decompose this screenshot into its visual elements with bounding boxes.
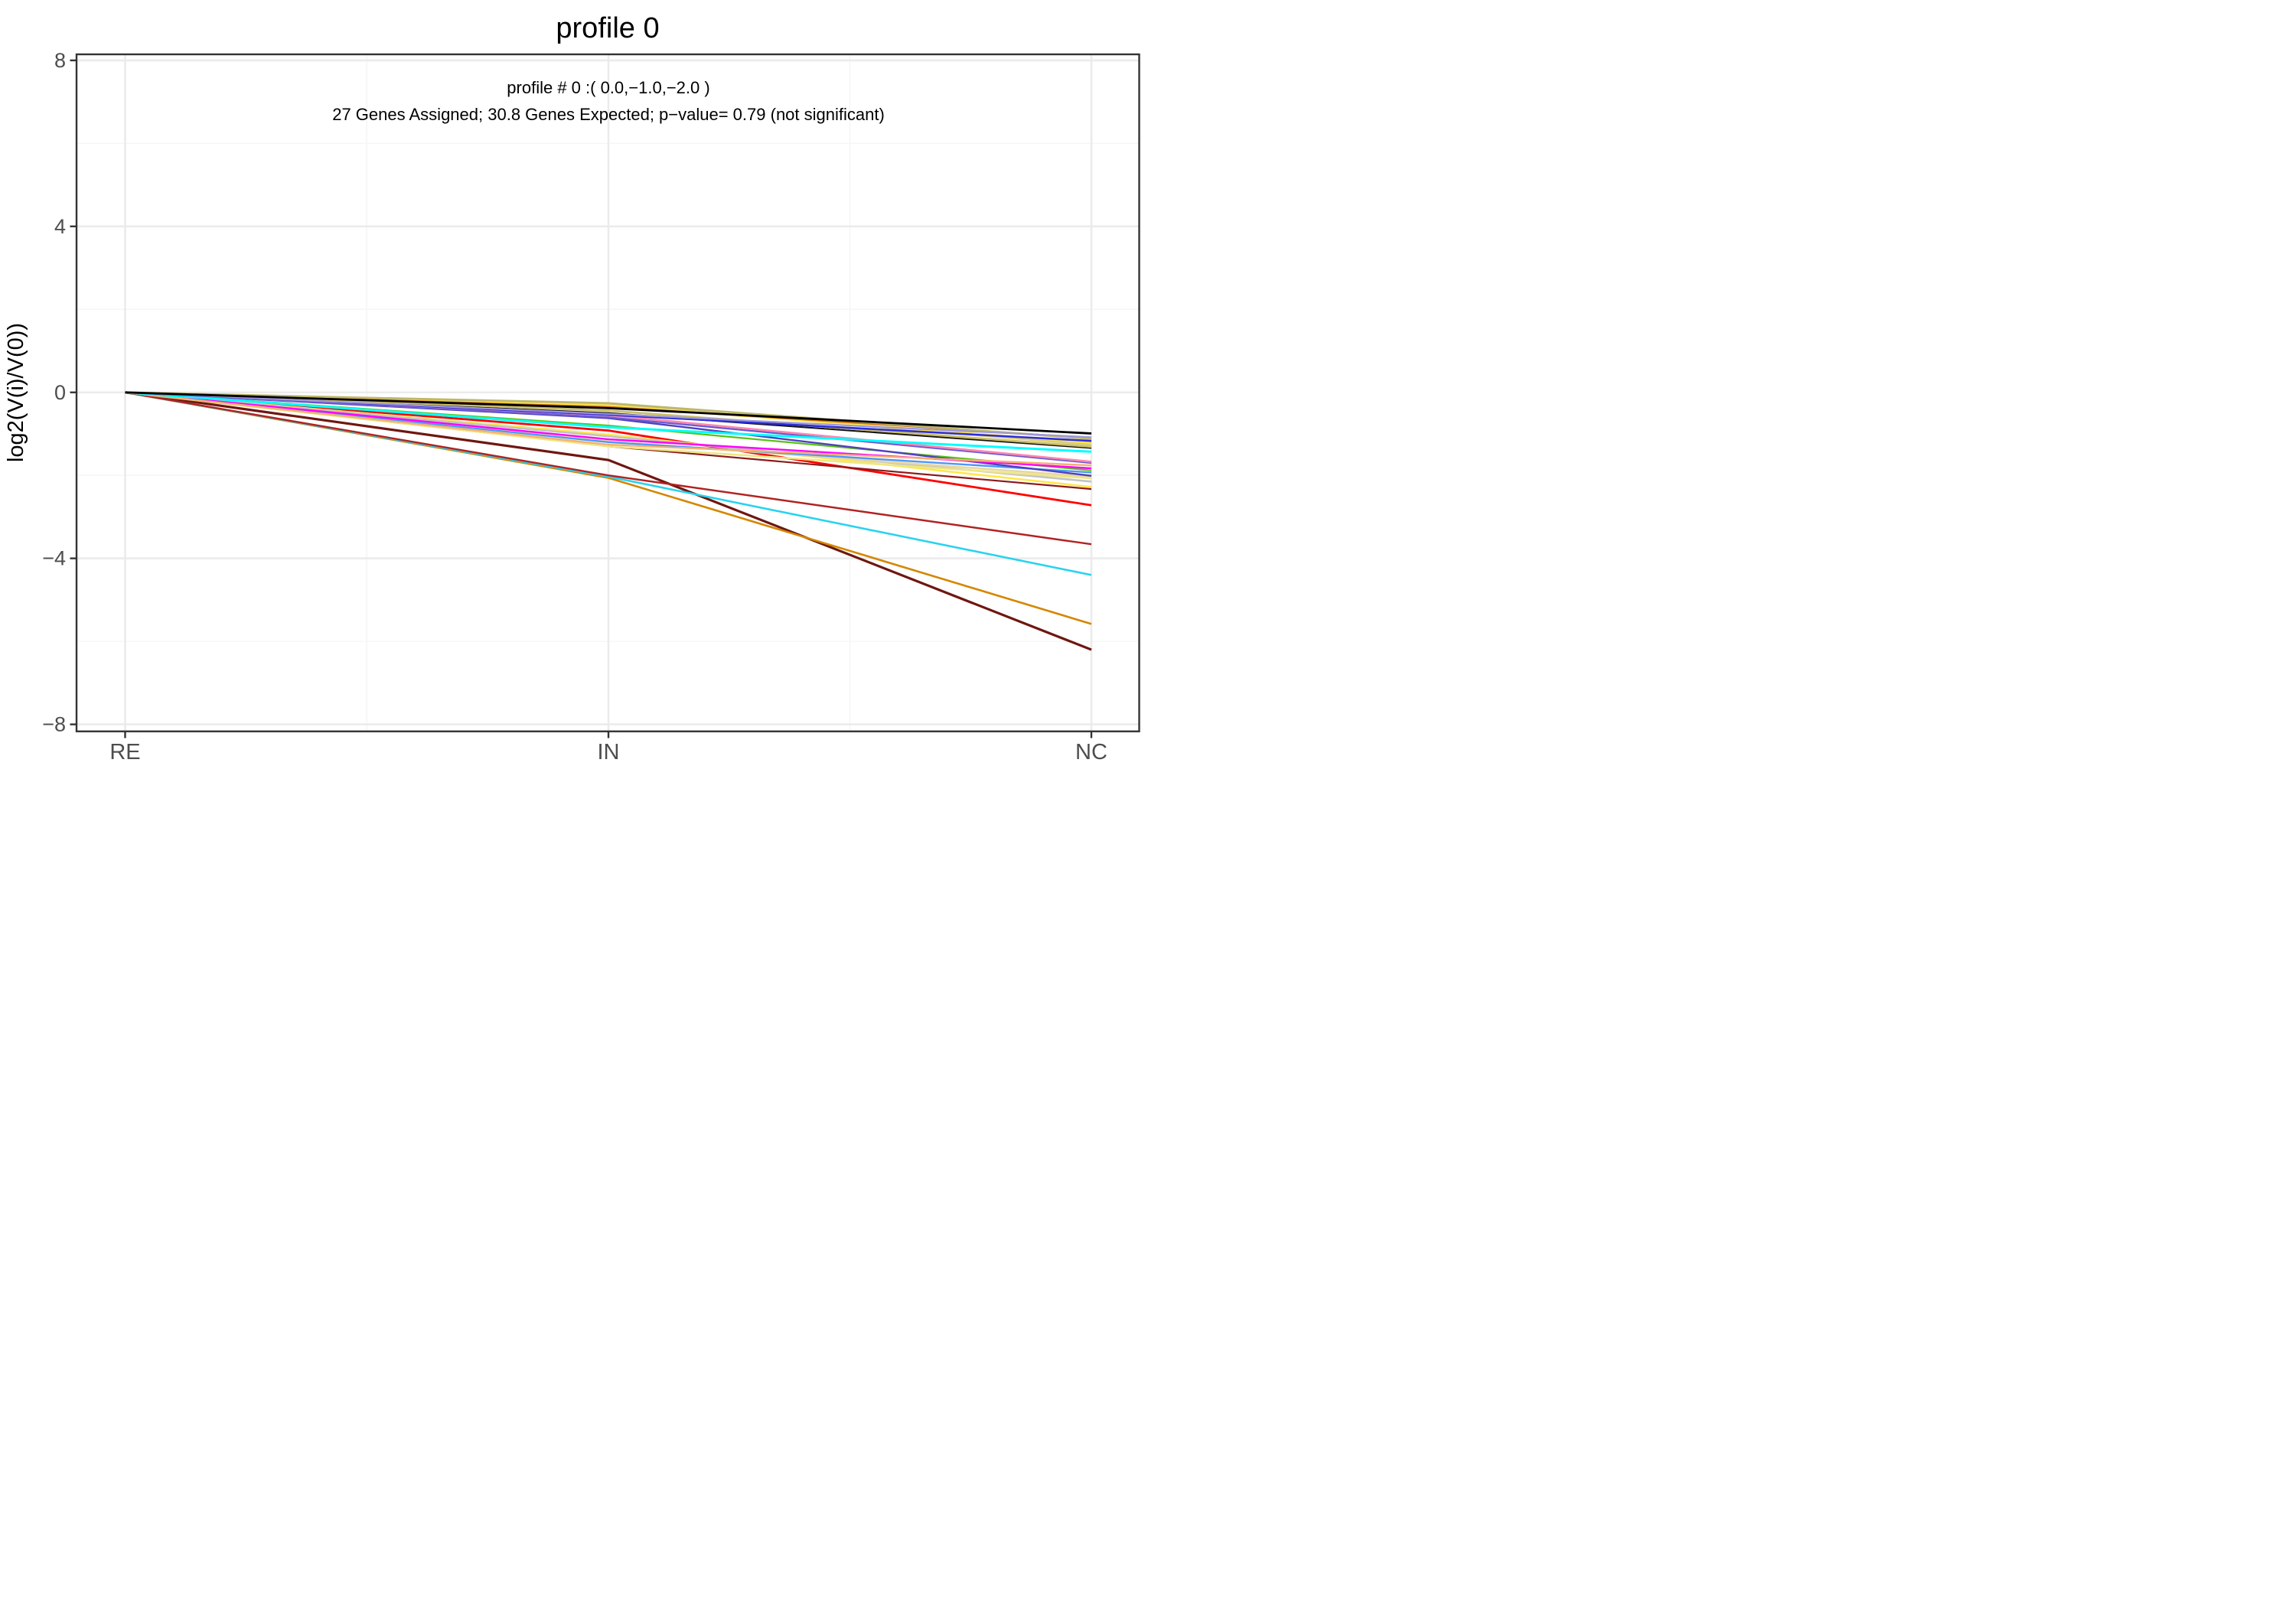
x-tick-label: RE	[109, 740, 140, 764]
gene-mediumpurple-line	[125, 391, 1092, 438]
x-tick-label: NC	[1075, 740, 1107, 764]
gene-sandybrown-line	[125, 391, 1092, 467]
axis-tick-marks	[70, 59, 1093, 738]
annotation-profile-values: profile # 0 :( 0.0,−1.0,−2.0 )	[507, 78, 709, 97]
x-tick-label: IN	[598, 740, 620, 764]
gene-darkkhaki-line	[125, 391, 1092, 440]
y-axis-label: log2(V(i)/V(0))	[4, 323, 28, 462]
y-tick-label: 8	[54, 49, 66, 72]
gene-black-line	[125, 391, 1092, 435]
annotation-genes-stats: 27 Genes Assigned; 30.8 Genes Expected; …	[332, 105, 885, 124]
gridlines-major	[77, 54, 1140, 732]
y-axis-tick-labels: 8 4 0 −4 −8	[42, 49, 66, 736]
gene-silver-line	[125, 391, 1092, 483]
gene-firebrick-line	[125, 391, 1092, 546]
y-tick-label: −4	[42, 547, 66, 570]
y-tick-label: 0	[54, 381, 66, 404]
gene-cyan-line	[125, 391, 1092, 453]
profile-line-chart: 8 4 0 −4 −8 RE IN NC profile 0 profile # 0 :( …	[4, 12, 1140, 764]
gene-maroon-line	[125, 391, 1092, 651]
y-tick-label: −8	[42, 713, 66, 736]
chart-title: profile 0	[556, 12, 659, 44]
y-tick-label: 4	[54, 215, 66, 238]
profile-chart-figure: 8 4 0 −4 −8 RE IN NC profile 0 profile # 0 :( …	[0, 0, 1148, 804]
gene-profile-lines	[125, 391, 1092, 651]
x-axis-tick-labels: RE IN NC	[109, 740, 1107, 764]
